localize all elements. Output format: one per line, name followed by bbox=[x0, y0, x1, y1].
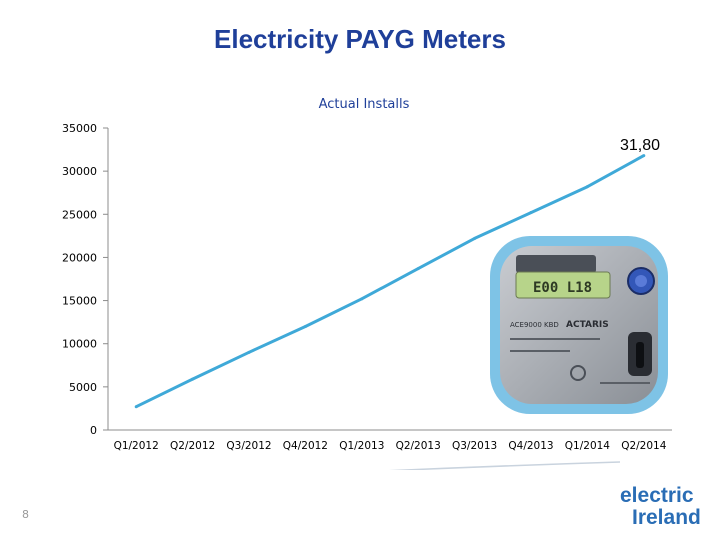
end-value-annotation: 31,80 bbox=[620, 137, 660, 154]
y-tick-label: 5000 bbox=[69, 381, 97, 394]
page-number: 8 bbox=[22, 508, 29, 521]
series-point bbox=[191, 377, 195, 381]
x-tick-label: Q1/2012 bbox=[114, 440, 159, 452]
x-tick-labels: Q1/2012 Q2/2012 Q3/2012 Q4/2012 Q1/2013 Q2/20… bbox=[114, 440, 667, 452]
series-point bbox=[303, 324, 307, 328]
y-tick-label: 30000 bbox=[62, 165, 97, 178]
meter-brand-text: ACTARIS bbox=[566, 320, 609, 330]
y-tick-label: 0 bbox=[90, 424, 97, 437]
series-point bbox=[416, 267, 420, 271]
y-tick-label: 15000 bbox=[62, 295, 97, 308]
electricity-meter-photo: E00 L18 ACTARIS ACE9000 KBD bbox=[490, 236, 668, 414]
series-point bbox=[134, 405, 138, 409]
chart-title: Actual Installs bbox=[319, 97, 410, 112]
y-tick-label: 25000 bbox=[62, 208, 97, 221]
x-tick-label: Q3/2012 bbox=[226, 440, 271, 452]
meter-model-text: ACE9000 KBD bbox=[510, 321, 559, 329]
series-point bbox=[247, 350, 251, 354]
series-line bbox=[135, 154, 645, 409]
chart-axes bbox=[103, 127, 672, 431]
decorative-swoosh bbox=[388, 461, 621, 470]
slide-title: Electricity PAYG Meters bbox=[214, 24, 506, 54]
y-tick-label: 35000 bbox=[62, 122, 97, 135]
series-point bbox=[473, 236, 477, 240]
y-tick-label: 20000 bbox=[62, 251, 97, 264]
y-tick-labels: 0 5000 10000 15000 20000 25000 30000 35000 bbox=[62, 122, 97, 437]
y-tick-label: 10000 bbox=[62, 338, 97, 351]
series-point bbox=[642, 154, 646, 158]
logo-line-2: Ireland bbox=[632, 506, 701, 529]
x-tick-label: Q2/2013 bbox=[396, 440, 441, 452]
x-tick-label: Q1/2013 bbox=[339, 440, 384, 452]
x-tick-label: Q4/2012 bbox=[283, 440, 328, 452]
x-tick-label: Q4/2013 bbox=[508, 440, 553, 452]
x-tick-label: Q3/2013 bbox=[452, 440, 497, 452]
meter-display-text: E00 L18 bbox=[533, 280, 592, 296]
logo-line-1: electric bbox=[620, 484, 694, 507]
series-point bbox=[585, 185, 589, 189]
chart: Actual Installs E00 L18 ACTARIS ACE9000 … bbox=[62, 97, 672, 470]
x-tick-label: Q2/2012 bbox=[170, 440, 215, 452]
electric-ireland-logo: electric Ireland bbox=[620, 484, 701, 529]
series-group bbox=[134, 154, 646, 409]
x-tick-label: Q2/2014 bbox=[621, 440, 667, 452]
series-point bbox=[360, 297, 364, 301]
series-point bbox=[529, 211, 533, 215]
x-tick-label: Q1/2014 bbox=[565, 440, 611, 452]
